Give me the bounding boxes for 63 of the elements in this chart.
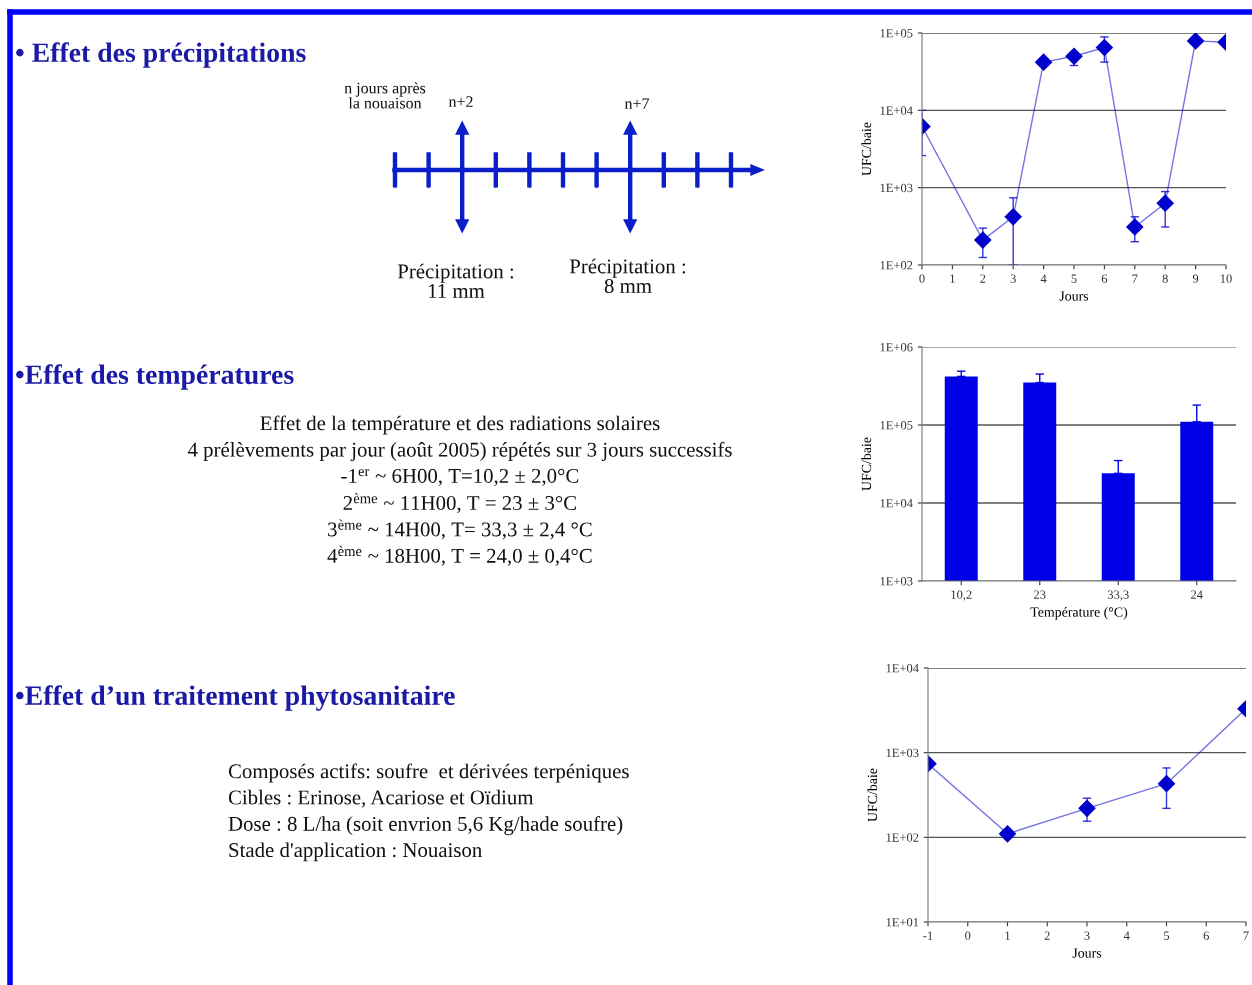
x-tick-label: 0 <box>965 931 971 940</box>
x-axis-title: Température (°C) <box>1030 606 1128 620</box>
x-tick-label: 23 <box>1034 590 1046 599</box>
text: Précipitation : 8 mm <box>569 258 686 294</box>
x-tick-label: 6 <box>1101 274 1108 283</box>
text: -1$^{er}$ ~ 6H00, T=10,2 ± 2,0°C <box>341 468 579 486</box>
x-tick-label: 24 <box>1191 590 1203 599</box>
text: Composés actifs: soufre et dérivées terpéniques <box>228 763 629 783</box>
x-tick-label: 2 <box>980 274 986 283</box>
y-tick-label: 1E+03 <box>880 577 913 586</box>
x-tick-label: -1 <box>923 931 933 940</box>
y-axis-title: UFC/baie <box>867 768 878 822</box>
x-tick-label: 10 <box>1220 274 1232 283</box>
text: • Effet des précipitations <box>16 42 306 68</box>
text: 3$^{ème}$ ~ 14H00, T= 33,3 ± 2,4 °C <box>328 519 592 540</box>
text: n+2 <box>448 96 473 107</box>
text: Dose : 8 L/ha (soit envrion 5,6 Kg/hade soufre) <box>228 816 623 836</box>
y-tick-label: 1E+03 <box>880 183 913 193</box>
x-tick-label: 6 <box>1203 931 1209 940</box>
text: n+7 <box>624 98 650 109</box>
text: 4$^{ème}$ ~ 18H00, T = 24,0 ± 0,4°C <box>327 545 592 566</box>
point <box>1035 53 1053 71</box>
y-tick-label: 1E+05 <box>880 29 913 38</box>
text: Effet de la température et des radiations solaires <box>260 415 660 435</box>
text: •Effet d’un traitement phytosanitaire <box>16 685 455 711</box>
y-tick-label: 1E+03 <box>886 748 919 758</box>
y-tick-label: 1E+04 <box>880 499 913 508</box>
text: •Effet des températures <box>16 364 294 390</box>
y-axis-title: UFC/baie <box>861 122 872 176</box>
text: n jours après la nouaison <box>344 82 426 109</box>
y-tick-label: 1E+01 <box>886 918 919 927</box>
x-tick-label: 10,2 <box>951 590 972 601</box>
text: Cibles : Erinose, Acariose et Oïdium <box>228 789 534 808</box>
x-tick-label: 8 <box>1162 274 1168 283</box>
y-tick-label: 1E+04 <box>880 106 913 115</box>
text: 4 prélèvements par jour (août 2005) répétés sur 3 jours successifs <box>187 441 732 461</box>
x-tick-label: 5 <box>1164 931 1170 940</box>
y-tick-label: 1E+05 <box>880 421 913 430</box>
x-tick-label: 2 <box>1044 931 1050 940</box>
x-tick-label: 5 <box>1071 274 1077 283</box>
x-tick-label: 3 <box>1010 274 1016 283</box>
x-axis-title: Jours <box>1059 291 1089 301</box>
x-tick-label: 4 <box>1040 274 1047 283</box>
x-tick-label: 33,3 <box>1107 590 1129 601</box>
x-axis-title: Jours <box>1072 948 1102 958</box>
text: Stade d'application : Nouaison <box>229 842 482 862</box>
x-tick-label: 7 <box>1243 931 1249 940</box>
y-tick-label: 1E+02 <box>886 833 919 842</box>
x-tick-label: 3 <box>1084 931 1090 940</box>
x-tick-label: 9 <box>1192 274 1199 283</box>
point <box>1126 218 1144 236</box>
x-tick-label: 7 <box>1132 274 1138 283</box>
x-tick-label: 1 <box>1005 931 1010 940</box>
text: 2$^{ème}$ ~ 11H00, T = 23 ± 3°C <box>343 492 576 514</box>
text: Précipitation : 11 mm <box>397 263 514 298</box>
x-tick-label: 4 <box>1123 931 1130 940</box>
y-axis-title: UFC/baie <box>861 437 872 491</box>
y-tick-label: 1E+04 <box>886 664 919 673</box>
y-tick-label: 1E+02 <box>880 261 913 270</box>
x-tick-label: 0 <box>919 274 925 283</box>
x-tick-label: 1 <box>950 274 955 283</box>
y-tick-label: 1E+06 <box>880 343 913 352</box>
point <box>1187 33 1205 50</box>
